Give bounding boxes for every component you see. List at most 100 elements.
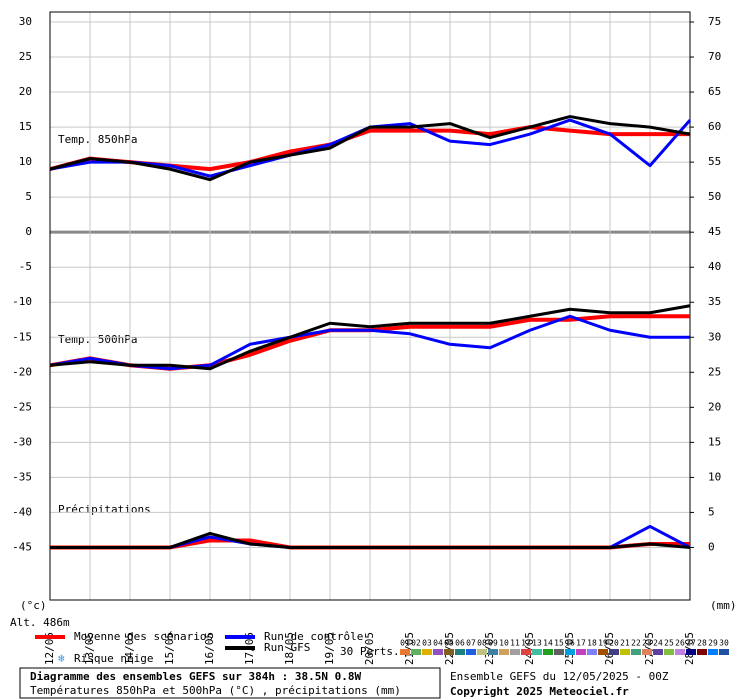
series-line — [49, 304, 691, 371]
y-tick-label: -35 — [12, 470, 32, 483]
pert-swatch — [565, 649, 575, 655]
y2-tick-label: 25 — [708, 365, 721, 378]
y2-tick-label: 5 — [708, 505, 715, 518]
pert-label: 28 — [697, 639, 707, 648]
pert-swatch — [411, 649, 421, 655]
y-tick-label: -45 — [12, 540, 32, 553]
y-unit: (°c) — [20, 599, 47, 612]
x-tick-label: 24/05 — [523, 632, 536, 665]
y-tick-label: -15 — [12, 330, 32, 343]
y2-tick-label: 40 — [708, 260, 721, 273]
y2-tick-label: 45 — [708, 225, 721, 238]
x-tick-label: 23/05 — [483, 632, 496, 665]
y2-tick-label: 30 — [708, 330, 721, 343]
pert-label: 27 — [686, 639, 696, 648]
x-tick-label: 25/05 — [563, 632, 576, 665]
footer-run: Ensemble GEFS du 12/05/2025 - 00Z — [450, 670, 669, 683]
pert-label: 17 — [576, 639, 586, 648]
pert-swatch — [444, 649, 454, 655]
x-tick-label: 19/05 — [323, 632, 336, 665]
y2-tick-label: 65 — [708, 85, 721, 98]
pert-label: 03 — [422, 639, 432, 648]
panel-label: Temp. 850hPa — [58, 133, 137, 146]
pert-label: 12 — [521, 639, 531, 648]
pert-label: 08 — [477, 639, 487, 648]
series-line — [49, 314, 690, 371]
pert-label: 14 — [543, 639, 553, 648]
x-tick-label: 16/05 — [203, 632, 216, 665]
pert-swatch — [576, 649, 586, 655]
pert-label: 25 — [664, 639, 674, 648]
pert-label: 11 — [510, 639, 520, 648]
pert-swatch — [400, 649, 410, 655]
pert-label: 07 — [466, 639, 476, 648]
y2-tick-label: 0 — [708, 540, 715, 553]
pert-swatch — [532, 649, 542, 655]
footer-copyright: Copyright 2025 Meteociel.fr — [450, 685, 629, 698]
legend-label: Moyenne des scénarios — [74, 630, 213, 643]
x-tick-label: 14/05 — [123, 632, 136, 665]
pert-swatch — [631, 649, 641, 655]
series-line — [49, 115, 691, 182]
panel-label: Temp. 500hPa — [58, 333, 137, 346]
y-tick-label: -25 — [12, 400, 32, 413]
pert-swatch — [466, 649, 476, 655]
pert-swatch — [587, 649, 597, 655]
y-tick-label: -10 — [12, 295, 32, 308]
pert-label: 20 — [609, 639, 619, 648]
y-tick-label: -5 — [19, 260, 32, 273]
y2-tick-label: 75 — [708, 15, 721, 28]
perts-label: 30 Perts. — [340, 645, 400, 658]
y-tick-label: 5 — [25, 190, 32, 203]
y-tick-label: -20 — [12, 365, 32, 378]
pert-label: 24 — [653, 639, 663, 648]
x-tick-label: 22/05 — [443, 632, 456, 665]
pert-label: 29 — [708, 639, 718, 648]
pert-swatch — [488, 649, 498, 655]
series-line — [50, 531, 691, 549]
y-tick-label: -30 — [12, 435, 32, 448]
pert-label: 22 — [631, 639, 641, 648]
pert-swatch — [642, 649, 652, 655]
footer-box — [19, 667, 441, 699]
footer-title: Diagramme des ensembles GEFS sur 384h : … — [30, 670, 362, 683]
y-tick-label: -40 — [12, 505, 32, 518]
legend-label: Run de contrôle — [264, 630, 363, 643]
x-tick-label: 12/05 — [43, 632, 56, 665]
panel-label: Précipitations — [58, 503, 151, 516]
y2-tick-label: 15 — [708, 435, 721, 448]
snow-icon: ❄ — [58, 652, 65, 665]
legend-label: Run GFS — [264, 641, 310, 654]
pert-swatch — [653, 649, 663, 655]
pert-label: 18 — [587, 639, 597, 648]
pert-label: 05 — [444, 639, 454, 648]
pert-label: 30 — [719, 639, 729, 648]
y-tick-label: 0 — [25, 225, 32, 238]
x-tick-label: 26/05 — [603, 632, 616, 665]
pert-label: 01 — [400, 639, 410, 648]
pert-swatch — [422, 649, 432, 655]
pert-label: 26 — [675, 639, 685, 648]
y-tick-label: 10 — [19, 155, 32, 168]
x-tick-label: 21/05 — [403, 632, 416, 665]
y2-unit: (mm) — [710, 599, 737, 612]
pert-label: 21 — [620, 639, 630, 648]
pert-swatch — [697, 649, 707, 655]
pert-swatch — [664, 649, 674, 655]
pert-swatch — [598, 649, 608, 655]
altitude: Alt. 486m — [10, 616, 70, 629]
pert-swatch — [543, 649, 553, 655]
x-tick-label: 27/05 — [643, 632, 656, 665]
y2-tick-label: 20 — [708, 400, 721, 413]
snow-label: Risque neige — [74, 652, 153, 665]
pert-swatch — [455, 649, 465, 655]
pert-swatch — [521, 649, 531, 655]
y2-tick-label: 50 — [708, 190, 721, 203]
pert-label: 09 — [488, 639, 498, 648]
pert-swatch — [609, 649, 619, 655]
x-tick-label: 20/05 — [363, 632, 376, 665]
y-tick-label: 20 — [19, 85, 32, 98]
pert-label: 15 — [554, 639, 564, 648]
y-tick-label: 25 — [19, 50, 32, 63]
